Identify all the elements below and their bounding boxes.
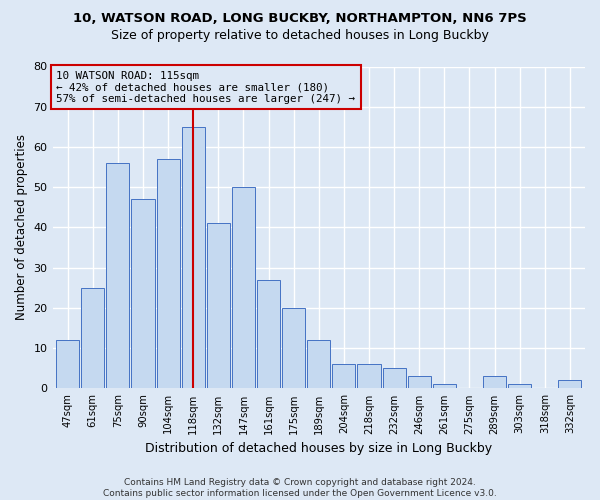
Bar — [307, 340, 331, 388]
Bar — [157, 159, 179, 388]
Bar — [207, 224, 230, 388]
X-axis label: Distribution of detached houses by size in Long Buckby: Distribution of detached houses by size … — [145, 442, 493, 455]
Bar — [232, 187, 255, 388]
Bar — [483, 376, 506, 388]
Text: 10, WATSON ROAD, LONG BUCKBY, NORTHAMPTON, NN6 7PS: 10, WATSON ROAD, LONG BUCKBY, NORTHAMPTO… — [73, 12, 527, 26]
Text: Contains HM Land Registry data © Crown copyright and database right 2024.
Contai: Contains HM Land Registry data © Crown c… — [103, 478, 497, 498]
Bar — [358, 364, 380, 388]
Bar — [106, 163, 130, 388]
Bar — [433, 384, 456, 388]
Bar — [332, 364, 355, 388]
Bar — [131, 200, 155, 388]
Text: 10 WATSON ROAD: 115sqm
← 42% of detached houses are smaller (180)
57% of semi-de: 10 WATSON ROAD: 115sqm ← 42% of detached… — [56, 70, 355, 104]
Text: Size of property relative to detached houses in Long Buckby: Size of property relative to detached ho… — [111, 29, 489, 42]
Bar — [407, 376, 431, 388]
Bar — [182, 127, 205, 388]
Bar — [81, 288, 104, 388]
Bar — [559, 380, 581, 388]
Bar — [257, 280, 280, 388]
Bar — [56, 340, 79, 388]
Bar — [282, 308, 305, 388]
Bar — [508, 384, 531, 388]
Bar — [383, 368, 406, 388]
Y-axis label: Number of detached properties: Number of detached properties — [15, 134, 28, 320]
